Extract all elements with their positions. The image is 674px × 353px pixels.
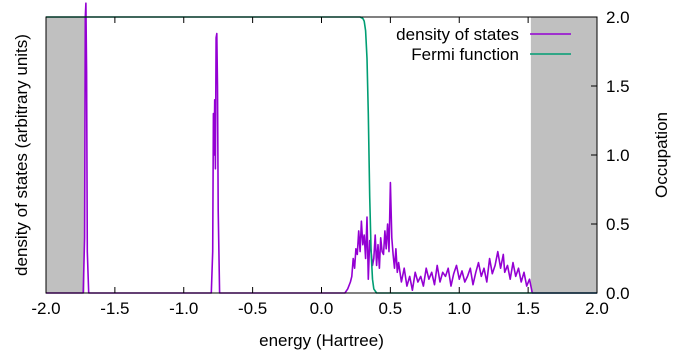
y-right-tick-label: 0.5 <box>606 215 630 234</box>
series-line-density-of-states <box>46 2 597 294</box>
shaded-region-1 <box>530 17 597 293</box>
y-axis-left-label: density of states (arbitrary units) <box>12 34 31 276</box>
y-axis-right-ticks: 0.0 0.5 1.0 1.5 2.0 <box>591 8 630 303</box>
x-tick-label: 0.5 <box>379 299 403 318</box>
x-tick-label: 1.5 <box>516 299 540 318</box>
x-tick-label: -2.0 <box>31 299 60 318</box>
legend: density of states Fermi function <box>396 25 571 64</box>
series-layer <box>46 2 597 294</box>
series-line-fermi-function <box>46 16 597 294</box>
legend-label-dos: density of states <box>396 25 519 44</box>
x-tick-label: -1.0 <box>169 299 198 318</box>
shaded-regions <box>46 17 597 293</box>
x-axis-label: energy (Hartree) <box>259 331 384 350</box>
x-tick-label: 1.0 <box>447 299 471 318</box>
x-tick-label: 2.0 <box>585 299 609 318</box>
legend-label-fermi: Fermi function <box>411 45 519 64</box>
shaded-region-0 <box>46 17 85 293</box>
y-right-tick-label: 1.0 <box>606 146 630 165</box>
x-tick-label: -1.5 <box>100 299 129 318</box>
y-axis-right-label: Occupation <box>652 112 671 198</box>
x-tick-label: 0.0 <box>310 299 334 318</box>
y-right-tick-label: 1.5 <box>606 77 630 96</box>
x-axis-ticks: -2.0 -1.5 -1.0 -0.5 0.0 0.5 1.0 1.5 2.0 <box>31 17 609 318</box>
x-tick-label: -0.5 <box>238 299 267 318</box>
y-right-tick-label: 0.0 <box>606 284 630 303</box>
y-right-tick-label: 2.0 <box>606 8 630 27</box>
